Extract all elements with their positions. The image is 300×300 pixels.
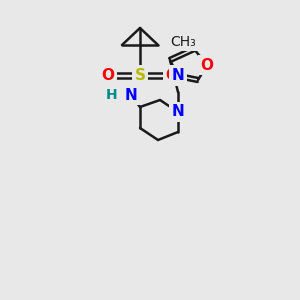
Text: N: N bbox=[172, 104, 184, 119]
Text: CH₃: CH₃ bbox=[170, 35, 196, 49]
Text: S: S bbox=[134, 68, 146, 82]
Text: H: H bbox=[106, 88, 118, 102]
Text: O: O bbox=[200, 58, 214, 73]
Text: N: N bbox=[124, 88, 137, 103]
Text: O: O bbox=[101, 68, 115, 82]
Text: O: O bbox=[166, 68, 178, 82]
Text: N: N bbox=[172, 68, 184, 83]
